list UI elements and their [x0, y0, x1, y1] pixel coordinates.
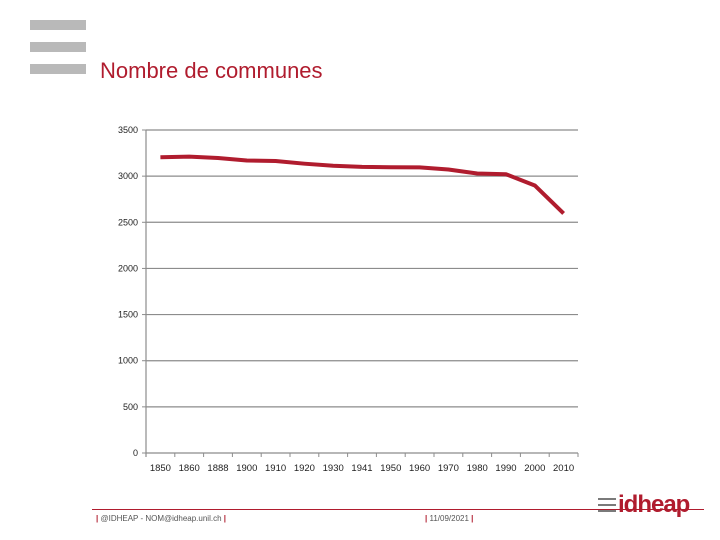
idheap-logo: idheap [598, 490, 690, 520]
footer-date: | 11/09/2021 | [425, 514, 474, 523]
x-tick-label: 1860 [179, 463, 200, 474]
footer-divider [92, 509, 704, 510]
y-tick-label: 2000 [118, 263, 138, 273]
footer-credit-text: @IDHEAP - NOM@idheap.unil.ch [100, 514, 222, 523]
logo-lines-icon [598, 498, 616, 512]
x-tick-label: 2010 [553, 463, 574, 474]
x-tick-label: 1850 [150, 463, 171, 474]
x-tick-label: 1950 [380, 463, 401, 474]
x-tick-label: 2000 [524, 463, 545, 474]
x-tick-label: 1910 [265, 463, 286, 474]
x-tick-label: 1930 [323, 463, 344, 474]
x-tick-label: 1960 [409, 463, 430, 474]
page-title: Nombre de communes [100, 58, 323, 83]
series-line [160, 154, 565, 215]
y-tick-label: 3500 [118, 125, 138, 135]
menu-bars-icon [30, 20, 86, 74]
footer-credit: | @IDHEAP - NOM@idheap.unil.ch | [96, 514, 226, 523]
logo-text: idheap [618, 491, 690, 518]
y-tick-label: 500 [123, 402, 138, 412]
x-tick-label: 1888 [207, 463, 228, 474]
x-tick-label: 1990 [495, 463, 516, 474]
y-tick-label: 0 [133, 448, 138, 458]
x-tick-label: 1941 [351, 463, 372, 474]
footer-date-text: 11/09/2021 [429, 514, 469, 523]
x-tick-label: 1970 [438, 463, 459, 474]
y-tick-label: 3000 [118, 171, 138, 181]
x-tick-label: 1900 [236, 463, 257, 474]
x-tick-label: 1920 [294, 463, 315, 474]
x-tick-label: 1980 [467, 463, 488, 474]
y-tick-label: 2500 [118, 217, 138, 227]
y-tick-label: 1500 [118, 310, 138, 320]
y-tick-label: 1000 [118, 356, 138, 366]
